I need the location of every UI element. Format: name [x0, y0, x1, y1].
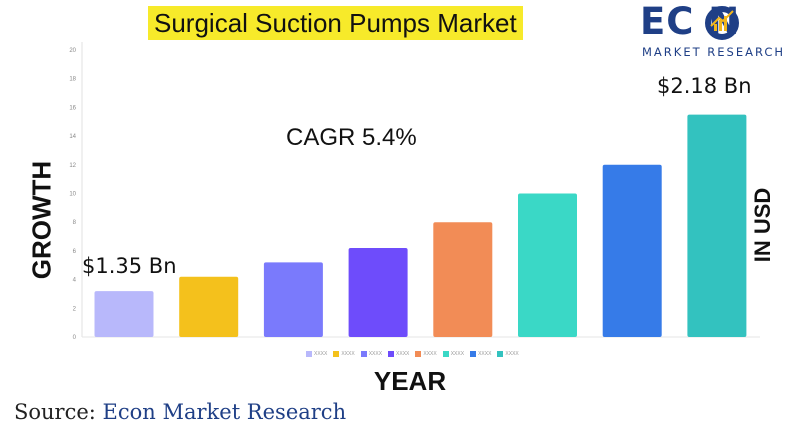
unit-label-wrap: IN USD [745, 175, 781, 275]
y-tick-label: 10 [69, 192, 76, 198]
legend-label: XXXX [423, 351, 437, 357]
legend-swatch [306, 351, 312, 357]
y-tick-label: 14 [69, 134, 76, 140]
source-prefix: Source: [14, 400, 103, 424]
source-line: Source: Econ Market Research [14, 400, 346, 424]
chart-legend: XXXX XXXX XXXX XXXX XXXX XXXX XXXX XXXX [306, 351, 519, 357]
source-name: Econ Market Research [102, 400, 347, 424]
legend-label: XXXX [505, 351, 519, 357]
chart-title-banner: Surgical Suction Pumps Market [148, 6, 523, 40]
legend-item: XXXX [442, 351, 465, 357]
legend-item: XXXX [333, 351, 355, 357]
y-axis-label-wrap: GROWTH [22, 150, 62, 290]
bar-1 [94, 291, 154, 337]
legend-label: XXXX [341, 351, 355, 357]
legend-label: XXXX [396, 351, 410, 357]
y-tick-label: 8 [73, 220, 77, 226]
y-tick-label: 0 [73, 335, 77, 341]
bar-2 [179, 276, 239, 337]
y-tick-label: 20 [69, 48, 76, 54]
legend-swatch [415, 351, 422, 357]
legend-item: XXXX [388, 351, 409, 357]
legend-item: XXXX [360, 351, 383, 357]
x-axis-label: YEAR [373, 366, 447, 396]
bar-8 [687, 114, 747, 337]
bar-7 [602, 164, 662, 337]
logo-growth-icon [705, 6, 739, 40]
legend-label: XXXX [478, 351, 492, 357]
legend-swatch [388, 351, 395, 357]
legend-item: XXXX [306, 351, 327, 357]
start-value-annotation: $1.35 Bn [82, 254, 177, 278]
y-tick-label: 4 [73, 278, 77, 284]
bar-4 [348, 248, 408, 337]
chart-title: Surgical Suction Pumps Market [154, 7, 517, 38]
legend-label: XXXX [368, 351, 383, 357]
legend-swatch [360, 351, 367, 357]
legend-swatch [442, 351, 449, 357]
legend-item: XXXX [497, 351, 519, 357]
logo-subtitle: MARKET RESEARCH [642, 45, 786, 59]
y-tick-label: 18 [69, 77, 76, 83]
bars-group [94, 114, 747, 337]
y-axis-label: GROWTH [26, 160, 57, 280]
econ-logo: EC N MARKET RESEARCH [640, 2, 796, 64]
y-tick-label: 12 [69, 163, 76, 169]
y-tick-label: 16 [69, 105, 76, 111]
legend-swatch [470, 351, 477, 357]
bar-3 [263, 262, 323, 337]
legend-item: XXXX [470, 351, 491, 357]
legend-swatch [497, 351, 504, 357]
y-tick-label: 6 [73, 249, 77, 255]
cagr-annotation: CAGR 5.4% [286, 124, 417, 151]
unit-label: IN USD [750, 187, 775, 263]
end-value-annotation: $2.18 Bn [657, 74, 752, 98]
legend-label: XXXX [314, 351, 328, 357]
legend-swatch [333, 351, 340, 357]
legend-item: XXXX [415, 351, 437, 357]
y-tick-label: 2 [73, 306, 77, 312]
bar-5 [433, 222, 493, 337]
legend-label: XXXX [450, 351, 465, 357]
bar-6 [518, 193, 577, 337]
y-axis-ticks: 0 2 4 6 8 10 12 14 16 18 20 [69, 48, 76, 341]
